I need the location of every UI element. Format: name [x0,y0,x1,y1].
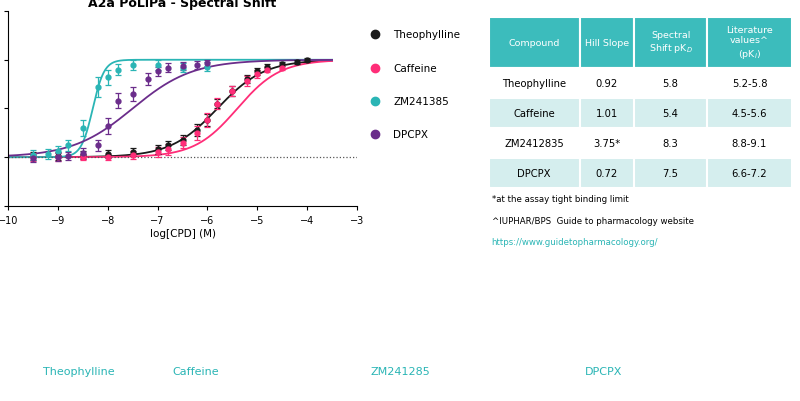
Text: ^IUPHAR/BPS  Guide to pharmacology website: ^IUPHAR/BPS Guide to pharmacology websit… [491,216,694,225]
X-axis label: log[CPD] (M): log[CPD] (M) [150,228,215,238]
FancyBboxPatch shape [634,99,707,129]
Text: ZM2412835: ZM2412835 [504,139,564,149]
Text: *at the assay tight binding limit: *at the assay tight binding limit [491,195,628,204]
Text: 8.8-9.1: 8.8-9.1 [732,139,767,149]
Text: Theophylline: Theophylline [42,366,114,376]
Text: Theophylline: Theophylline [393,30,460,41]
Text: Caffeine: Caffeine [173,366,219,376]
Text: Spectral
Shift pK$_D$: Spectral Shift pK$_D$ [649,31,693,55]
Text: 0.72: 0.72 [596,169,618,179]
FancyBboxPatch shape [579,159,634,189]
FancyBboxPatch shape [707,18,792,69]
Text: Theophylline: Theophylline [502,79,566,89]
Text: DPCPX: DPCPX [393,130,428,140]
Text: Caffeine: Caffeine [513,109,555,119]
Text: 7.5: 7.5 [662,169,678,179]
FancyBboxPatch shape [489,159,579,189]
Text: 3.75*: 3.75* [594,139,621,149]
FancyBboxPatch shape [579,69,634,99]
FancyBboxPatch shape [707,159,792,189]
FancyBboxPatch shape [634,129,707,159]
FancyBboxPatch shape [579,18,634,69]
Text: 8.3: 8.3 [662,139,678,149]
Text: DPCPX: DPCPX [585,366,622,376]
Text: 0.92: 0.92 [596,79,618,89]
Title: A2a PoLiPa - Spectral Shift: A2a PoLiPa - Spectral Shift [88,0,277,10]
Text: 4.5-5.6: 4.5-5.6 [732,109,767,119]
Text: 5.8: 5.8 [662,79,678,89]
FancyBboxPatch shape [489,69,579,99]
FancyBboxPatch shape [489,18,579,69]
Text: https://www.guidetopharmacology.org/: https://www.guidetopharmacology.org/ [491,237,658,247]
Text: 5.4: 5.4 [662,109,678,119]
FancyBboxPatch shape [634,69,707,99]
FancyBboxPatch shape [707,69,792,99]
FancyBboxPatch shape [707,99,792,129]
Text: ZM241285: ZM241285 [370,366,430,376]
Text: 1.01: 1.01 [596,109,618,119]
FancyBboxPatch shape [579,99,634,129]
Text: 6.6-7.2: 6.6-7.2 [732,169,767,179]
Text: Literature
values^
(pK$_i$): Literature values^ (pK$_i$) [726,26,773,61]
Text: 5.2-5.8: 5.2-5.8 [732,79,767,89]
Text: Hill Slope: Hill Slope [585,38,629,48]
FancyBboxPatch shape [489,129,579,159]
Text: Caffeine: Caffeine [393,63,437,73]
FancyBboxPatch shape [579,129,634,159]
FancyBboxPatch shape [489,99,579,129]
Text: ZM241385: ZM241385 [393,96,449,106]
FancyBboxPatch shape [634,159,707,189]
Text: DPCPX: DPCPX [518,169,550,179]
FancyBboxPatch shape [707,129,792,159]
FancyBboxPatch shape [634,18,707,69]
Text: Compound: Compound [508,38,560,48]
